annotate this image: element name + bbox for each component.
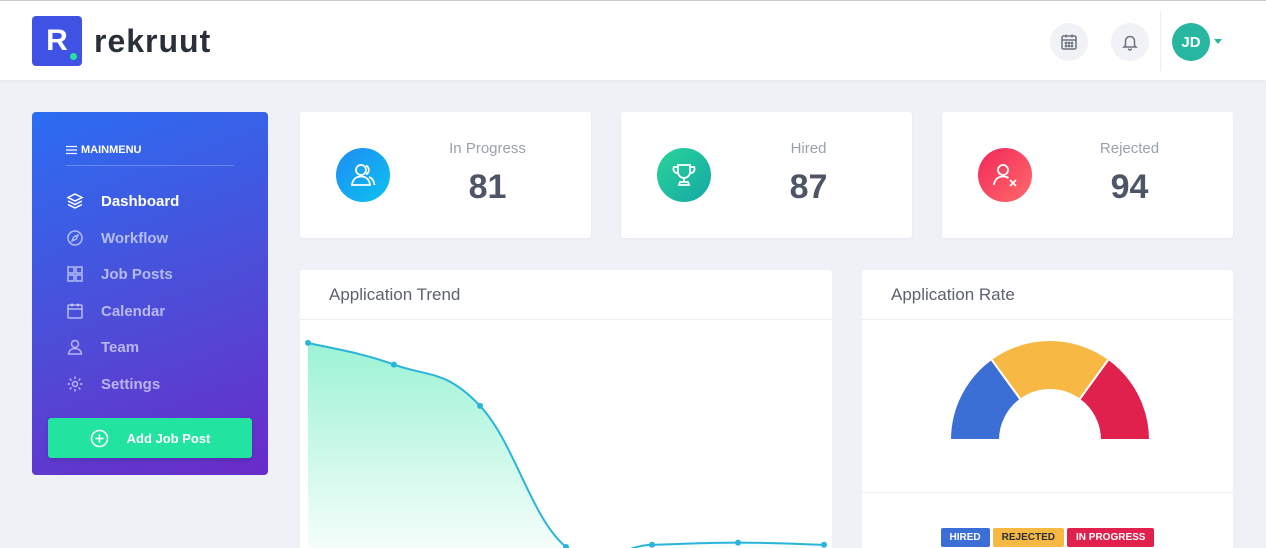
- user-icon: [66, 338, 84, 356]
- stat-value: 94: [1110, 168, 1149, 206]
- sidebar-item-label: Team: [101, 338, 140, 356]
- trend-point-1[interactable]: [391, 361, 397, 368]
- rate-slice-in-progress[interactable]: [1077, 357, 1152, 441]
- avatar[interactable]: JD: [1172, 23, 1210, 61]
- compass-icon: [66, 229, 84, 247]
- stat-label: In Progress: [449, 140, 526, 157]
- application-rate-card: Application Rate HIRED REJECTED IN PROGR…: [862, 270, 1233, 548]
- add-job-post-button[interactable]: Add Job Post: [48, 418, 252, 458]
- stat-label: Rejected: [1099, 140, 1160, 157]
- sidebar-item-label: Dashboard: [101, 192, 180, 210]
- trend-point-2[interactable]: [477, 402, 483, 409]
- legend-rejected: REJECTED: [992, 528, 1064, 547]
- stat-card-in-progress: In Progress 81: [300, 112, 591, 238]
- stat-card-hired: Hired 87: [621, 112, 912, 238]
- rejected-badge: [978, 148, 1032, 202]
- logo-text: rekruut: [94, 22, 212, 59]
- notifications-button[interactable]: [1111, 23, 1149, 61]
- users-icon: [351, 164, 376, 186]
- add-job-post-label: Add Job Post: [126, 430, 211, 446]
- sidebar-item-label: Workflow: [101, 229, 169, 247]
- user-remove-icon: [993, 164, 1017, 187]
- application-trend-card: Application Trend: [300, 270, 832, 548]
- trend-point-0[interactable]: [305, 339, 311, 346]
- trend-point-6[interactable]: [821, 541, 827, 548]
- header-divider: [1160, 11, 1161, 71]
- menu-icon: [66, 145, 77, 155]
- stat-label: Hired: [790, 140, 827, 157]
- sidebar-item-job-posts[interactable]: Job Posts: [66, 263, 173, 285]
- gear-icon: [66, 375, 84, 393]
- stat-value: 87: [789, 168, 828, 206]
- logo-mark: R: [32, 16, 82, 66]
- sidebar-item-settings[interactable]: Settings: [66, 373, 160, 395]
- legend-hired: HIRED: [940, 528, 990, 547]
- logo-dot: [70, 53, 77, 60]
- sidebar-item-team[interactable]: Team: [66, 336, 139, 358]
- stat-value: 81: [468, 168, 507, 206]
- sidebar-item-label: Settings: [101, 375, 161, 393]
- chevron-down-icon[interactable]: [1214, 39, 1222, 44]
- rate-slice-rejected[interactable]: [989, 339, 1111, 401]
- sidebar-item-label: Calendar: [101, 302, 166, 320]
- application-rate-chart: [948, 339, 1152, 441]
- sidebar-item-workflow[interactable]: Workflow: [66, 227, 168, 249]
- stat-card-rejected: Rejected 94: [942, 112, 1233, 238]
- trophy-icon: [672, 164, 696, 186]
- application-trend-chart: [305, 339, 827, 548]
- trend-point-4[interactable]: [649, 541, 655, 548]
- calendar-button[interactable]: [1050, 23, 1088, 61]
- rate-legend: HIRED REJECTED IN PROGRESS: [862, 528, 1233, 547]
- top-bar: R rekruut JD: [0, 0, 1266, 80]
- trend-point-3[interactable]: [563, 543, 569, 548]
- main-menu-title: MAINMENU: [81, 144, 142, 156]
- sidebar-item-dashboard[interactable]: Dashboard: [66, 190, 179, 212]
- legend-in-progress: IN PROGRESS: [1067, 528, 1155, 547]
- hired-badge: [657, 148, 711, 202]
- layers-icon: [66, 192, 84, 210]
- in-progress-badge: [336, 148, 390, 202]
- application-rate-title: Application Rate: [862, 270, 1233, 320]
- trend-area: [308, 342, 824, 548]
- logo-letter: R: [46, 24, 68, 57]
- calendar-icon: [66, 302, 84, 320]
- rate-divider: [862, 492, 1233, 493]
- plus-circle-icon: [90, 429, 108, 447]
- sidebar: MAINMENU Dashboard Workflow Job Posts Ca…: [32, 112, 268, 475]
- main-menu-header: MAINMENU: [66, 144, 234, 166]
- trend-point-5[interactable]: [735, 539, 741, 546]
- logo[interactable]: R rekruut: [32, 16, 211, 66]
- sidebar-item-label: Job Posts: [101, 265, 173, 283]
- application-trend-title: Application Trend: [300, 270, 832, 320]
- sidebar-item-calendar[interactable]: Calendar: [66, 300, 165, 322]
- bell-icon: [1122, 35, 1138, 51]
- calendar-icon: [1061, 34, 1077, 50]
- grid-icon: [66, 265, 84, 283]
